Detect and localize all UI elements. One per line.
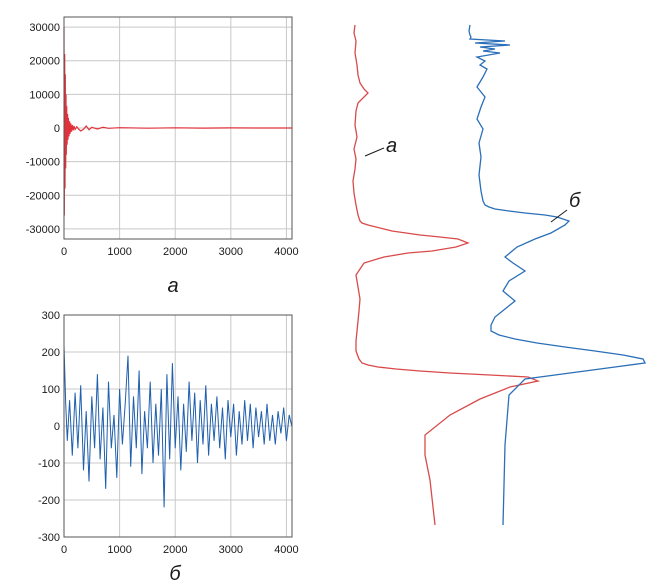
chart-b-frame bbox=[63, 314, 293, 538]
profile-line-a bbox=[352, 24, 541, 526]
chart-a-x-tick-label: 0 bbox=[61, 246, 67, 258]
annotation-leader-a bbox=[364, 147, 385, 157]
chart-b-x-tick-labels: 0 1000 2000 3000 4000 bbox=[61, 544, 299, 556]
chart-a: -30000 -20000 -10000 0 10000 20000 30000 0 1000… bbox=[26, 16, 299, 297]
chart-b-y-tick-label: 0 bbox=[54, 421, 60, 433]
chart-a-y-tick-label: -20000 bbox=[26, 190, 60, 202]
chart-b-y-tick-labels: -300 -200 -100 0 100 200 300 bbox=[38, 310, 60, 544]
chart-a-x-tick-label: 3000 bbox=[219, 246, 243, 258]
chart-b-y-tick-label: 200 bbox=[42, 347, 60, 359]
annotation-label-a: а bbox=[386, 135, 397, 157]
chart-b-x-tick-label: 2000 bbox=[163, 544, 187, 556]
profile-chart: а б bbox=[352, 24, 646, 526]
chart-b-x-tick-label: 3000 bbox=[219, 544, 243, 556]
chart-a-x-tick-label: 1000 bbox=[107, 246, 131, 258]
chart-b-caption: б bbox=[169, 563, 181, 585]
chart-a-y-tick-label: 20000 bbox=[29, 56, 60, 68]
chart-b-y-tick-label: 300 bbox=[42, 310, 60, 322]
chart-a-x-tick-label: 2000 bbox=[163, 246, 187, 258]
chart-b-x-tick-label: 1000 bbox=[107, 544, 131, 556]
chart-a-frame bbox=[63, 16, 293, 240]
chart-b: -300 -200 -100 0 100 200 300 0 1000 2000 3000 4000… bbox=[38, 310, 299, 585]
chart-b-series-line bbox=[63, 344, 293, 508]
chart-b-y-tick-label: -200 bbox=[38, 495, 60, 507]
chart-b-x-tick-label: 0 bbox=[61, 544, 67, 556]
chart-a-y-tick-label: -30000 bbox=[26, 224, 60, 236]
chart-a-y-tick-label: 30000 bbox=[29, 22, 60, 34]
chart-a-caption: а bbox=[167, 275, 178, 297]
chart-a-y-tick-labels: -30000 -20000 -10000 0 10000 20000 30000 bbox=[26, 22, 60, 236]
chart-b-x-tick-label: 4000 bbox=[274, 544, 298, 556]
annotation-label-b: б bbox=[569, 190, 581, 212]
chart-b-y-tick-label: -100 bbox=[38, 458, 60, 470]
profile-line-b bbox=[468, 24, 646, 526]
chart-a-y-tick-label: -10000 bbox=[26, 157, 60, 169]
chart-a-x-tick-labels: 0 1000 2000 3000 4000 bbox=[61, 246, 299, 258]
chart-a-x-tick-label: 4000 bbox=[274, 246, 298, 258]
chart-a-y-tick-label: 0 bbox=[54, 123, 60, 135]
chart-b-y-tick-label: -300 bbox=[38, 532, 60, 544]
chart-b-y-tick-label: 100 bbox=[42, 384, 60, 396]
chart-a-series-line bbox=[63, 27, 292, 216]
annotation-leader-b bbox=[550, 209, 568, 223]
chart-a-y-tick-label: 10000 bbox=[29, 89, 60, 101]
